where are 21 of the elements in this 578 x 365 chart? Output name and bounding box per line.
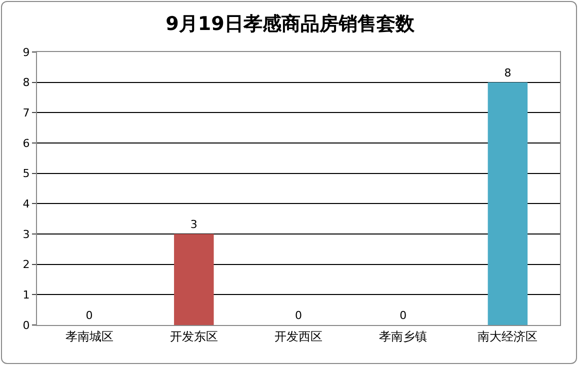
y-tick-label: 7 (22, 106, 30, 120)
y-tick-label: 5 (22, 167, 30, 180)
y-tick-label: 0 (22, 318, 30, 332)
y-tick-label: 1 (22, 288, 30, 302)
x-tick-label: 开发东区 (170, 329, 218, 344)
x-tick-label: 南大经济区 (478, 329, 538, 344)
y-tick-label: 3 (22, 228, 30, 241)
x-tick-label: 开发西区 (274, 329, 322, 344)
chart-title: 9月19日孝感商品房销售套数 (166, 12, 416, 35)
x-tick-label: 孝南乡镇 (379, 329, 428, 344)
y-tick-label: 9 (22, 46, 30, 59)
y-tick-label: 2 (22, 258, 30, 272)
y-tick-label: 8 (22, 76, 30, 90)
y-tick-label: 4 (22, 198, 30, 211)
data-label: 3 (190, 218, 198, 231)
data-label: 0 (295, 309, 302, 322)
x-tick-label: 孝南城区 (65, 329, 114, 344)
data-label: 0 (86, 309, 93, 322)
data-label: 0 (400, 309, 407, 322)
data-label: 8 (504, 66, 512, 80)
y-tick-label: 6 (22, 136, 30, 150)
